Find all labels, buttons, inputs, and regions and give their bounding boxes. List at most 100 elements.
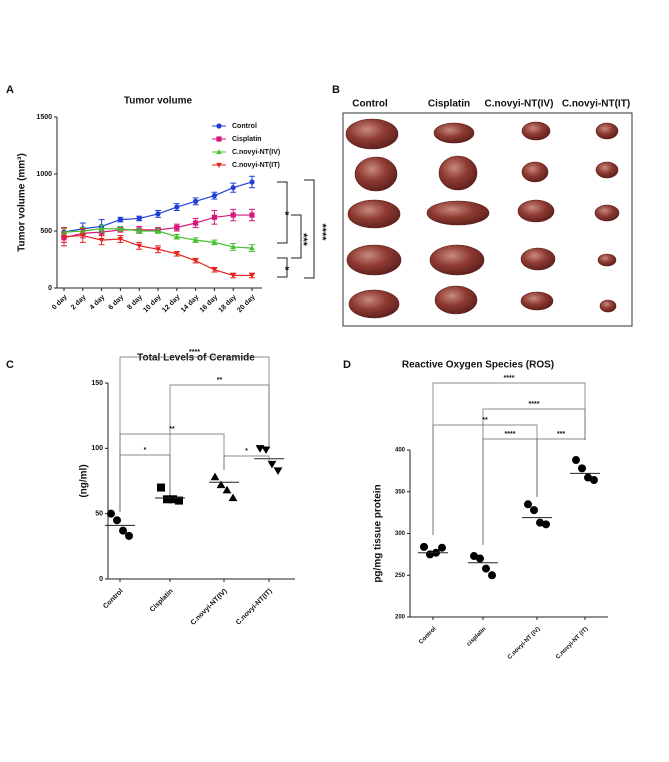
point [173,233,180,239]
legend-marker [216,136,222,142]
point [98,225,105,231]
point [125,531,133,540]
series-line [63,214,252,239]
x-tick-label: C.novyi-NT(IV) [190,588,229,627]
point [211,193,217,199]
point [136,228,143,234]
point [98,238,105,243]
point [192,237,199,243]
point [107,509,115,518]
panel-b: Control Cisplatin C.novyi-NT(IV) C.novyi… [342,99,633,327]
point [136,243,143,249]
point [113,516,121,525]
x-tick-label: cisplatin [466,626,488,648]
legend-marker [216,149,222,155]
x-tick-label: 2 day [70,294,88,312]
x-tick-label: 10 day [142,294,162,314]
tumor [347,199,401,229]
significance-bracket [304,179,315,279]
point [542,520,550,529]
point [470,552,478,561]
significance-label: ** [217,377,223,384]
point [117,217,123,223]
significance-bracket [277,257,288,278]
significance-label: **** [505,431,516,438]
significance-label: * [245,448,248,455]
tumor [520,291,554,311]
point [590,476,598,485]
x-tick-label: Control [418,626,438,646]
tumor [345,118,399,150]
panel-label: B [332,84,340,96]
point [119,526,127,535]
point [155,211,161,217]
column-header: C.novyi-NT(IV) [485,99,554,110]
significance-label: * [144,447,147,454]
tumor [597,253,617,267]
series-line [63,234,252,277]
x-tick-label: Cisplatin [149,588,175,614]
point [584,473,592,482]
significance-label: **** [316,223,328,241]
legend-label: C.novyi-NT(IT) [232,162,280,169]
tumor [429,244,485,276]
significance-bracket [536,438,586,497]
point [249,179,255,185]
significance-bracket [119,454,171,512]
tumor [433,122,475,144]
y-tick-label: 350 [395,489,406,495]
point [193,220,199,226]
point [273,467,283,475]
point [61,234,67,240]
tumor [354,156,398,192]
point [249,273,255,279]
point [157,483,165,492]
x-tick-label: 16 day [199,294,219,314]
significance-bracket [291,214,302,259]
point [488,571,496,580]
y-tick-label: 1500 [36,114,52,121]
point [211,239,218,245]
significance-bracket [482,438,538,545]
point [249,212,255,218]
x-tick-label: 18 day [218,294,238,314]
y-tick-label: 150 [91,380,103,387]
significance-label: ** [482,417,488,424]
tumor [426,200,490,226]
significance-bracket [277,181,288,244]
tumor [348,289,400,319]
significance-bracket [169,384,270,495]
point [169,495,177,504]
significance-bracket [432,382,586,535]
point [210,472,220,481]
x-tick-label: 20 day [236,294,256,314]
y-tick-label: 400 [395,448,406,454]
point [173,251,180,257]
point [476,554,484,563]
x-tick-label: 14 day [180,294,200,314]
significance-bracket [482,408,586,545]
point [79,233,86,239]
x-tick-label: 8 day [126,294,144,312]
point [211,267,218,273]
significance-label: **** [529,401,540,408]
point [249,245,255,251]
point [163,495,171,504]
y-tick-label: 300 [395,531,406,537]
x-tick-label: 12 day [161,294,181,314]
column-header: Cisplatin [428,99,470,110]
point [261,446,271,455]
point [524,500,532,509]
x-tick-label: C.novyi-NT (IT) [555,626,589,660]
y-tick-label: 250 [395,573,406,579]
y-tick-label: 500 [40,228,52,235]
tumor [595,161,619,179]
y-axis-label: (ng/ml) [79,464,90,497]
x-tick-label: C.novyi-NT(IT) [235,588,274,627]
y-tick-label: 50 [95,511,103,518]
significance-label: *** [557,431,565,438]
point [230,185,236,191]
point [174,224,180,231]
